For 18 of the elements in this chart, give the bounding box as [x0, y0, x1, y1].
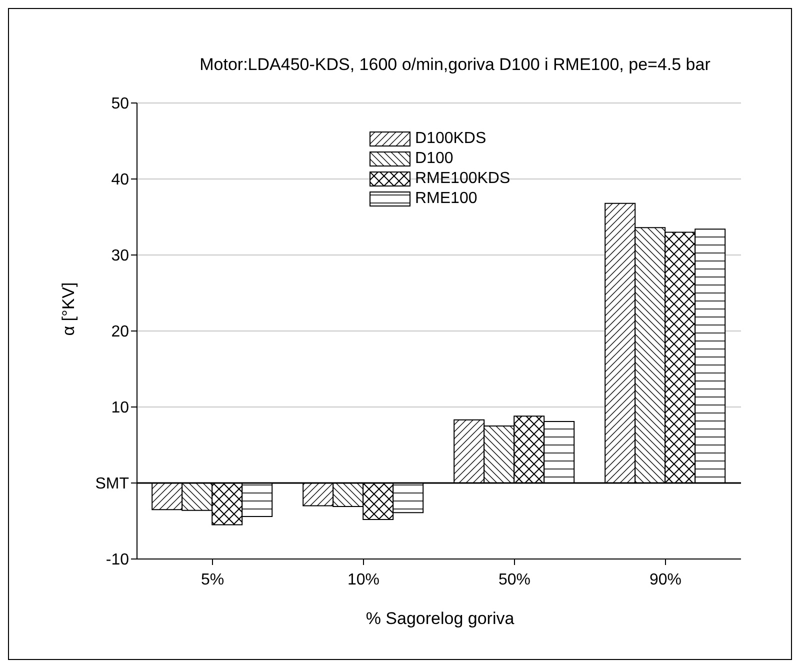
x-tick-label: 50%	[498, 571, 531, 588]
y-tick-label: 40	[111, 172, 130, 189]
legend-label: D100KDS	[415, 130, 486, 148]
y-tick-label: 10	[111, 400, 130, 417]
x-tick-label: 5%	[200, 571, 224, 588]
legend-label: RME100	[415, 190, 478, 208]
y-axis-title: α [°KV]	[59, 282, 79, 336]
x-tick-label: 10%	[347, 571, 380, 588]
y-tick-label: 30	[111, 248, 130, 265]
y-tick-label: 50	[111, 96, 130, 113]
legend-label: D100	[415, 150, 454, 168]
y-tick-label: 20	[111, 324, 130, 341]
y-tick-label: SMT	[95, 476, 130, 493]
legend-label: RME100KDS	[415, 170, 510, 188]
chart-title: Motor:LDA450-KDS, 1600 o/min,goriva D100 i RME100, pe=4.5 bar	[198, 55, 712, 75]
x-axis-title: % Sagorelog goriva	[364, 609, 516, 629]
y-tick-label: -10	[106, 552, 130, 569]
x-tick-label: 90%	[649, 571, 682, 588]
